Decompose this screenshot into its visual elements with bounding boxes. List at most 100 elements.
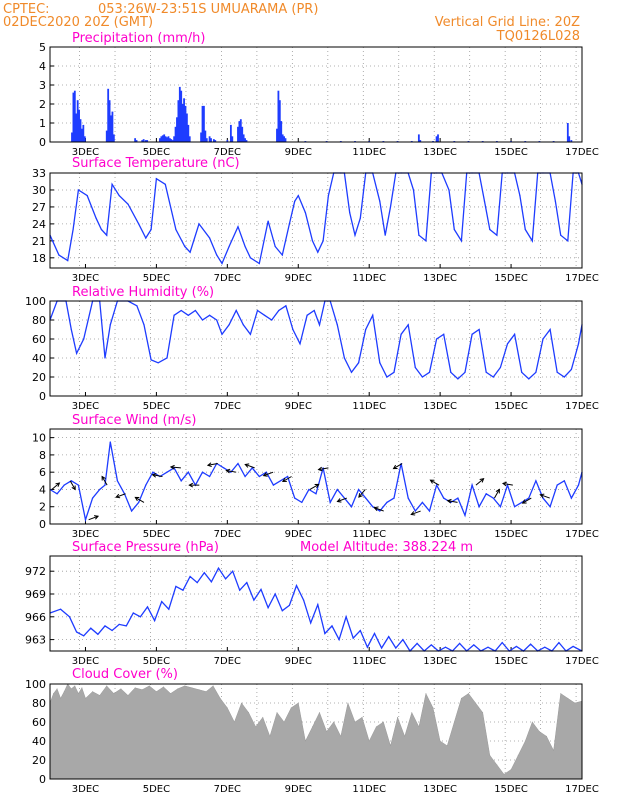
pres-point [246,582,248,584]
temp-point [228,245,230,248]
wind-arrow [522,497,532,504]
pres-point [210,581,212,583]
wind-point [499,506,502,508]
rh-point [372,314,374,316]
panels: 3DEC 5DEC 7DEC 9DEC 11DEC 13DEC 15DEC 17DEC0123… [25,41,599,795]
temp-point [311,240,314,242]
wind-point [294,497,296,499]
precip-ytick-label: 0 [39,136,46,149]
precip-bar [72,92,75,142]
temp-xtick-label: 5DEC [143,273,170,284]
pres-frame [49,555,583,652]
wind-arrow-head [206,462,212,468]
pres-panel: 3DEC 5DEC 7DEC 9DEC 11DEC 13DEC 15DEC 17DEC 963 9… [25,555,599,667]
wind-point [457,497,459,499]
rh-point [221,333,223,335]
rh-point [528,378,530,380]
wind-arrow-head [336,498,342,503]
rh-point [570,368,572,370]
wind-arrow-head [115,493,121,499]
temp-ytick-label: 24 [32,218,46,231]
precip-xtick-label: 13DEC [423,147,457,158]
wind-point [130,510,133,512]
pres-point [154,620,156,622]
wind-arrow [282,476,292,482]
precip-bar [144,140,147,142]
rh-point [357,362,360,364]
rh-point [379,362,381,364]
pres-point [544,646,546,648]
wind-point [315,493,317,495]
rh-point [485,371,487,373]
rh-point [292,328,294,331]
temp-point [86,195,88,197]
precip-bar [81,128,83,142]
precip-bar [76,100,79,142]
cloud-point [404,735,406,737]
precip-bar [238,121,241,142]
rh-xtick-label: 7DEC [214,401,241,412]
wind-xtick-label: 9DEC [285,529,312,540]
temp-point [237,226,239,228]
pres-point [239,589,241,591]
header-run: 02DEC2020 20Z (GMT) [3,15,153,30]
temp-ytick-label: 33 [32,167,46,180]
rh-point [166,357,168,359]
rh-point [577,343,580,345]
cloud-point [461,697,462,699]
temp-point [297,195,299,197]
cloud-point [475,702,476,704]
temp-point [150,228,152,231]
pressure-model-altitude: Model Altitude: 388.224 m [300,540,473,555]
temp-point [184,245,186,248]
cloud-point [269,735,271,737]
wind-point [577,484,580,486]
temp-point [244,245,246,248]
wind-point [180,480,182,482]
rh-point [464,371,466,373]
rh-xtick-label: 17DEC [565,401,599,412]
temp-point [460,240,463,242]
precip-bar [203,105,205,142]
temp-point [175,228,177,231]
rh-point [386,376,388,378]
cloud-point [446,745,448,747]
rh-point [514,333,516,335]
cloud-point [120,688,122,690]
temp-point [145,237,147,239]
cloud-point [517,754,519,756]
wind-point [145,484,147,486]
wind-arrow [263,471,274,477]
precip-ytick-label: 1 [39,117,46,130]
precip-ytick-label: 3 [39,79,46,92]
wind-panel: 3DEC 5DEC 7DEC 9DEC 11DEC 13DEC 15DEC 17DEC 0 2 4 6… [32,428,599,540]
wind-arrow-head [71,485,76,491]
cloud-point [255,726,257,728]
temp-point [496,234,498,236]
wind-point [386,501,388,504]
temp-ytick-label: 30 [32,184,46,197]
pres-point [324,632,326,635]
pres-point [189,575,191,578]
precip-xtick-label: 7DEC [214,147,241,158]
cloud-point [81,687,83,689]
pres-point [224,578,227,580]
wind-arrow-head [55,482,61,487]
precip-bar [160,136,163,142]
precip-bar [186,113,188,142]
cloud-point [191,687,193,689]
rh-frame-border [49,300,583,397]
pres-point [338,639,340,641]
cloud-point [539,731,540,732]
wind-point [528,497,530,499]
cloud-xtick-label: 7DEC [214,784,241,795]
cloud-point [553,750,555,751]
pres-xtick-label: 9DEC [285,656,312,667]
pres-point [395,647,397,649]
wind-arrow [226,469,237,473]
precip-bar [242,134,245,142]
rh-point [350,371,353,373]
pres-ytick-label: 966 [25,611,46,624]
wind-ytick-label: 2 [39,501,46,514]
rh-point [136,305,138,307]
